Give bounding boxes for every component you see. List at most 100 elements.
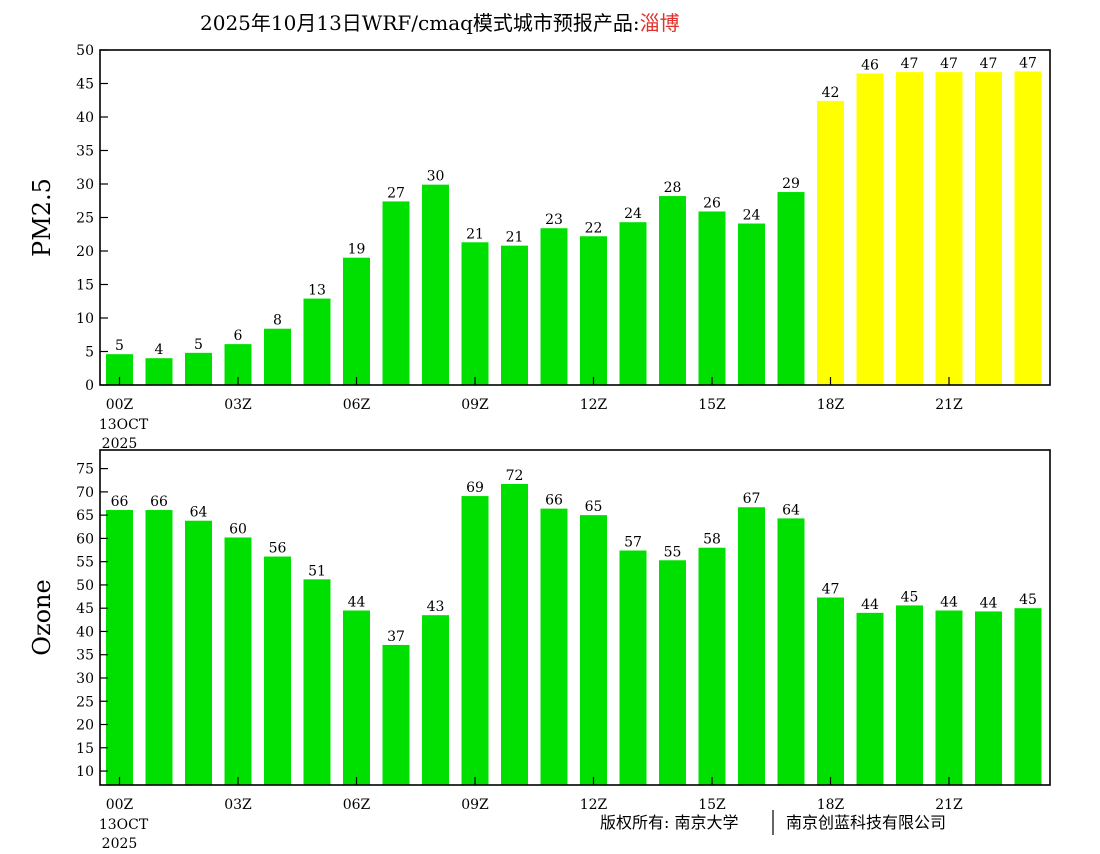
pm25-bar [382, 201, 410, 385]
ozone-ytick-label: 15 [76, 741, 94, 757]
ozone-xtick-label: 00Z [106, 797, 134, 813]
pm25-bar [659, 196, 686, 385]
pm25-bar [738, 223, 765, 385]
pm25-value-label: 30 [427, 169, 445, 185]
pm25-value-label: 28 [664, 180, 682, 196]
pm25-bar [461, 242, 489, 385]
ozone-ytick-label: 70 [76, 485, 94, 501]
pm25-value-label: 47 [1019, 55, 1037, 71]
ozone-bar [461, 496, 489, 785]
ozone-value-label: 44 [980, 595, 998, 611]
ozone-value-label: 66 [150, 494, 168, 510]
pm25-bar [501, 245, 528, 385]
pm25-value-label: 24 [743, 208, 761, 224]
pm25-xtick-label: 09Z [461, 397, 489, 413]
ozone-value-label: 57 [624, 535, 642, 551]
ozone-value-label: 65 [585, 499, 603, 515]
ozone-value-label: 72 [506, 468, 524, 484]
pm25-value-label: 47 [980, 56, 998, 72]
pm25-bar [145, 358, 173, 385]
ozone-bar [580, 515, 607, 785]
ozone-bar [698, 547, 726, 785]
ozone-ytick-label: 40 [76, 624, 94, 640]
ozone-value-label: 45 [901, 589, 919, 605]
pm25-xtick-label: 15Z [698, 397, 726, 413]
ozone-ytick-label: 75 [76, 462, 94, 478]
pm25-xtick-label: 18Z [817, 397, 845, 413]
pm25-value-label: 13 [308, 283, 326, 299]
chart-title-main: 2025年10月13日WRF/cmaq模式城市预报产品: [200, 11, 640, 35]
ozone-value-label: 56 [269, 541, 287, 557]
ozone-bar [303, 579, 331, 785]
pm25-ytick-label: 35 [76, 144, 94, 160]
ozone-bar [540, 508, 568, 785]
ozone-value-label: 66 [545, 493, 563, 509]
ozone-bar [659, 560, 686, 785]
ozone-bar [935, 610, 963, 785]
pm25-value-label: 26 [703, 195, 721, 211]
ozone-bar [343, 610, 370, 785]
chart-title-city: 淄博 [640, 11, 680, 35]
ozone-value-label: 47 [822, 581, 840, 597]
pm25-bar [698, 211, 726, 385]
ozone-bar [501, 483, 528, 785]
ozone-ytick-label: 45 [76, 601, 94, 617]
pm25-value-label: 24 [624, 206, 642, 222]
pm25-bar [896, 72, 923, 386]
ozone-start-date-label: 13OCT [99, 817, 149, 833]
ozone-ytick-label: 50 [76, 578, 94, 594]
chart-title: 2025年10月13日WRF/cmaq模式城市预报产品:淄博 [200, 11, 680, 35]
pm25-bar [540, 228, 568, 385]
ozone-ytick-label: 55 [76, 555, 94, 571]
ozone-axis-title: Ozone [28, 579, 56, 655]
ozone-bar [738, 507, 765, 785]
pm25-bar [619, 222, 647, 385]
ozone-bar [856, 612, 884, 785]
ozone-bar [264, 556, 291, 785]
pm25-value-label: 47 [901, 56, 919, 72]
pm25-bar [185, 352, 212, 385]
ozone-ytick-label: 25 [76, 694, 94, 710]
pm25-bar [264, 328, 291, 385]
pm25-value-label: 47 [940, 56, 958, 72]
pm25-xtick-label: 06Z [343, 397, 371, 413]
ozone-bar [382, 644, 410, 785]
ozone-bar [1014, 608, 1042, 785]
pm25-ytick-label: 20 [76, 244, 94, 260]
pm25-ytick-label: 10 [76, 311, 94, 327]
ozone-bar [777, 518, 805, 785]
ozone-value-label: 64 [782, 502, 800, 518]
ozone-value-label: 60 [229, 521, 247, 537]
ozone-bar [619, 550, 647, 785]
pm25-ytick-label: 40 [76, 110, 94, 126]
ozone-value-label: 44 [940, 595, 958, 611]
ozone-plot-frame [99, 449, 1051, 786]
ozone-bar [422, 615, 449, 785]
ozone-xtick-label: 12Z [580, 797, 608, 813]
ozone-value-label: 55 [664, 544, 682, 560]
pm25-value-label: 23 [545, 212, 563, 228]
pm25-value-label: 27 [387, 185, 405, 201]
pm25-ytick-label: 45 [76, 77, 94, 93]
pm25-value-label: 4 [155, 342, 164, 358]
pm25-bar [817, 100, 844, 386]
pm25-value-label: 19 [348, 242, 366, 258]
ozone-value-label: 69 [466, 480, 484, 496]
ozone-xtick-label: 09Z [461, 797, 489, 813]
pm25-bar [975, 72, 1002, 386]
pm25-bar [422, 184, 449, 385]
ozone-value-label: 44 [861, 597, 879, 613]
ozone-bar [975, 611, 1002, 785]
ozone-xtick-label: 03Z [224, 797, 252, 813]
pm25-ytick-label: 30 [76, 177, 94, 193]
ozone-value-label: 66 [111, 494, 129, 510]
pm25-bar [856, 73, 884, 385]
pm25-value-label: 8 [273, 313, 282, 329]
ozone-ytick-label: 20 [76, 718, 94, 734]
pm25-value-label: 21 [466, 226, 484, 242]
ozone-value-label: 45 [1019, 592, 1037, 608]
ozone-ytick-label: 60 [76, 531, 94, 547]
ozone-value-label: 67 [743, 491, 761, 507]
